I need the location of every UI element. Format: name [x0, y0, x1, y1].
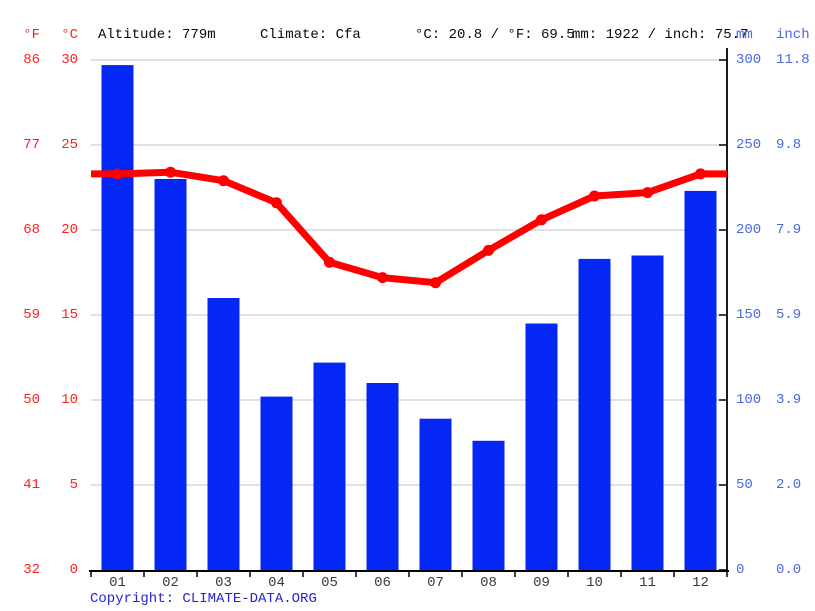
fahrenheit-axis-label: 77: [23, 137, 40, 153]
temp-point-06[interactable]: [377, 272, 388, 284]
precip-bar-11[interactable]: [631, 255, 664, 572]
month-label-01: 01: [109, 575, 126, 591]
celsius-axis-label: 10: [61, 392, 78, 408]
mm-axis-label: 50: [736, 477, 753, 493]
inch-axis-label: 5.9: [776, 307, 802, 323]
precip-bar-02[interactable]: [154, 179, 187, 571]
precip-bar-03[interactable]: [207, 298, 240, 571]
month-label-06: 06: [374, 575, 391, 591]
month-label-04: 04: [268, 575, 285, 591]
temp-point-04[interactable]: [271, 197, 282, 209]
celsius-axis-label: 30: [61, 52, 78, 68]
month-label-08: 08: [480, 575, 497, 591]
precip-bar-08[interactable]: [472, 440, 505, 571]
fahrenheit-axis-label: 32: [23, 562, 40, 578]
inch-axis-label: 2.0: [776, 477, 802, 493]
celsius-axis-label: 20: [61, 222, 78, 238]
mm-axis-label: 200: [736, 222, 762, 238]
inch-axis-header: inch: [776, 27, 810, 43]
fahrenheit-axis-header: °F: [23, 27, 40, 43]
temp-point-07[interactable]: [430, 277, 441, 289]
climate-data-link[interactable]: CLIMATE-DATA.ORG: [182, 591, 317, 607]
precip-bar-04[interactable]: [260, 396, 293, 571]
mm-axis-label: 100: [736, 392, 762, 408]
month-label-11: 11: [639, 575, 656, 591]
month-label-07: 07: [427, 575, 444, 591]
avg-temperature-summary: °C: 20.8 / °F: 69.5: [415, 27, 575, 43]
temp-point-11[interactable]: [642, 187, 653, 199]
fahrenheit-axis-label: 68: [23, 222, 40, 238]
temp-point-02[interactable]: [165, 166, 176, 178]
copyright-label: Copyright:: [90, 591, 183, 607]
precipitation-summary: mm: 1922 / inch: 75.7: [572, 27, 749, 43]
celsius-axis-header: °C: [61, 27, 78, 43]
temp-point-12[interactable]: [695, 168, 706, 180]
altitude-label: Altitude: 779m: [98, 27, 216, 43]
month-label-02: 02: [162, 575, 179, 591]
temp-point-05[interactable]: [324, 256, 335, 268]
temp-point-03[interactable]: [218, 175, 229, 187]
month-label-09: 09: [533, 575, 550, 591]
inch-axis-label: 7.9: [776, 222, 802, 238]
inch-axis-label: 0.0: [776, 562, 802, 578]
precip-bar-12[interactable]: [684, 190, 717, 571]
mm-axis-label: 250: [736, 137, 762, 153]
temp-point-01[interactable]: [112, 168, 123, 180]
precip-bar-01[interactable]: [101, 65, 134, 571]
month-label-10: 10: [586, 575, 603, 591]
celsius-axis-label: 25: [61, 137, 78, 153]
celsius-axis-label: 0: [69, 562, 78, 578]
month-label-12: 12: [692, 575, 709, 591]
month-label-05: 05: [321, 575, 338, 591]
celsius-axis-label: 5: [69, 477, 78, 493]
fahrenheit-axis-label: 59: [23, 307, 40, 323]
fahrenheit-axis-label: 41: [23, 477, 40, 493]
celsius-axis-label: 15: [61, 307, 78, 323]
fahrenheit-axis-label: 86: [23, 52, 40, 68]
temp-point-09[interactable]: [536, 214, 547, 226]
temp-line: [91, 168, 727, 287]
precip-bar-05[interactable]: [313, 362, 346, 571]
inch-axis-label: 11.8: [776, 52, 810, 68]
copyright: Copyright: CLIMATE-DATA.ORG: [90, 591, 317, 607]
temp-point-10[interactable]: [589, 190, 600, 202]
inch-axis-label: 9.8: [776, 137, 802, 153]
precip-bar-10[interactable]: [578, 258, 611, 571]
temp-point-08[interactable]: [483, 244, 494, 256]
precip-bar-06[interactable]: [366, 383, 399, 571]
precip-bar-09[interactable]: [525, 323, 558, 572]
inch-axis-label: 3.9: [776, 392, 802, 408]
mm-axis-label: 0: [736, 562, 745, 578]
precip-bar-07[interactable]: [419, 418, 452, 571]
month-label-03: 03: [215, 575, 232, 591]
climate-label: Climate: Cfa: [260, 27, 361, 43]
mm-axis-label: 300: [736, 52, 762, 68]
mm-axis-label: 150: [736, 307, 762, 323]
fahrenheit-axis-label: 50: [23, 392, 40, 408]
mm-axis-header: mm: [736, 27, 753, 43]
